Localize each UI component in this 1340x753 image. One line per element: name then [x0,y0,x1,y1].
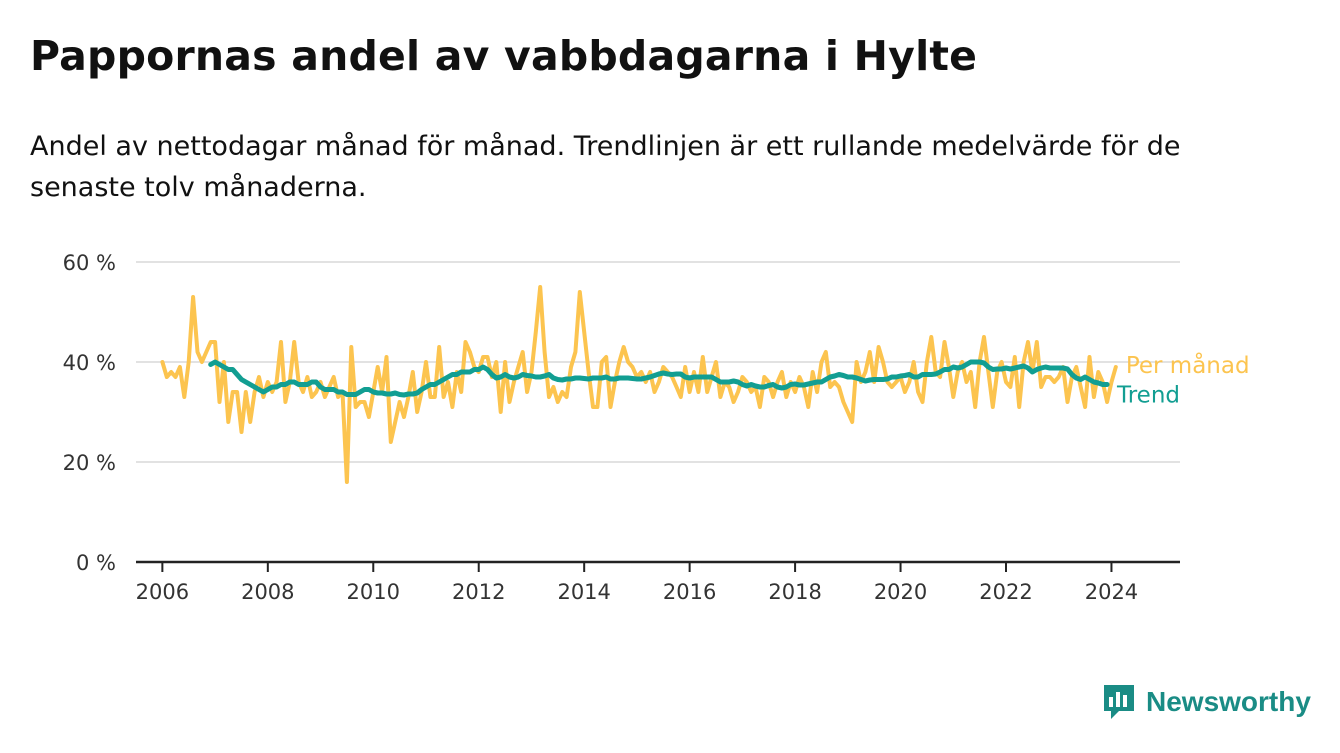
newsworthy-brand: Newsworthy [1102,683,1311,721]
x-tick-label: 2020 [874,580,927,604]
x-tick-label: 2014 [557,580,610,604]
gridlines [136,261,1180,463]
x-tick-label: 2024 [1085,580,1138,604]
y-tick-label: 60 % [63,251,116,275]
x-tick-label: 2006 [136,580,189,604]
x-tick-label: 2018 [768,580,821,604]
newsworthy-logo-icon [1104,685,1134,719]
x-axis-ticks: 2006 2008 2010 2012 2014 2016 2018 2020 2022 2024 [136,560,1180,604]
y-tick-label: 20 % [63,451,116,475]
series-lines [160,285,1118,484]
series-line-trend [208,359,1110,398]
x-tick-label: 2010 [347,580,400,604]
chart-title: Pappornas andel av vabbdagarna i Hylte [30,32,978,80]
series-label-per-manad: Per månad [1126,351,1250,379]
x-tick-label: 2008 [241,580,294,604]
series-label-trend: Trend [1116,383,1180,409]
y-tick-label: 0 % [76,551,116,575]
chart-subtitle: Andel av nettodagar månad för månad. Tre… [30,131,1181,203]
x-tick-label: 2012 [452,580,505,604]
brand-name: Newsworthy [1146,686,1311,717]
x-tick-label: 2016 [663,580,716,604]
x-tick-label: 2022 [979,580,1032,604]
series-labels: Per månad Trend [1116,351,1250,409]
y-tick-label: 40 % [63,351,116,375]
y-axis-ticks: 0 % 20 % 40 % 60 % [63,251,116,575]
